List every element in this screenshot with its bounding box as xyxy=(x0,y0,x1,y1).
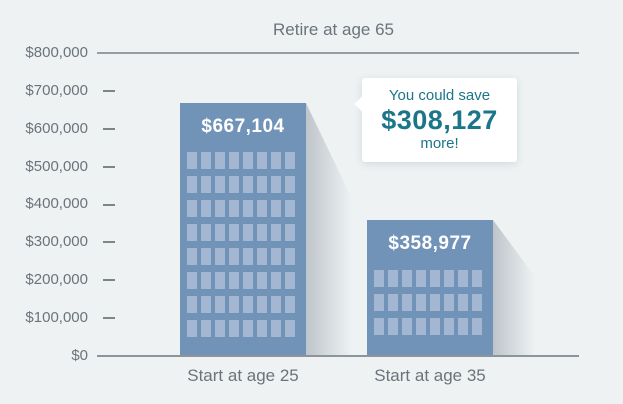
chart-title: Retire at age 65 xyxy=(273,20,394,39)
y-tick-label-400k: $400,000 xyxy=(25,195,88,212)
callout-amount: $308,127 xyxy=(381,105,498,135)
x-axis-line xyxy=(97,355,579,357)
bar-shadow-age-35 xyxy=(493,220,535,355)
x-category-label-age-25: Start at age 25 xyxy=(187,366,299,385)
y-tick-dash xyxy=(103,279,115,281)
y-tick-dash xyxy=(103,317,115,319)
y-tick-label-700k: $700,000 xyxy=(25,82,88,99)
bar-value-label-age-25: $667,104 xyxy=(201,116,285,137)
bar-value-label-age-35: $358,977 xyxy=(388,233,472,254)
y-tick-dash xyxy=(103,166,115,168)
callout-text-line2: more! xyxy=(420,135,459,152)
y-tick-label-200k: $200,000 xyxy=(25,271,88,288)
building-windows-pattern xyxy=(374,270,486,335)
y-tick-label-0: $0 xyxy=(71,347,88,364)
building-windows-pattern xyxy=(187,152,299,337)
callout-text-line1: You could save xyxy=(388,87,491,104)
x-category-label-age-35: Start at age 35 xyxy=(374,366,486,385)
bar-shadow-age-25 xyxy=(306,103,352,355)
y-tick-label-500k: $500,000 xyxy=(25,158,88,175)
y-tick-dash xyxy=(103,204,115,206)
y-tick-label-600k: $600,000 xyxy=(25,120,88,137)
bar-start-at-age-25: $667,104 xyxy=(180,103,306,355)
y-tick-label-800k: $800,000 xyxy=(25,44,88,61)
bar-start-at-age-35: $358,977 xyxy=(367,220,493,355)
y-tick-label-300k: $300,000 xyxy=(25,233,88,250)
savings-callout: You could save $308,127 more! xyxy=(354,78,517,162)
y-tick-dash xyxy=(103,128,115,130)
y-tick-label-100k: $100,000 xyxy=(25,309,88,326)
y-tick-dash xyxy=(103,241,115,243)
y-tick-dash xyxy=(103,90,115,92)
gridline-800k xyxy=(97,52,579,54)
